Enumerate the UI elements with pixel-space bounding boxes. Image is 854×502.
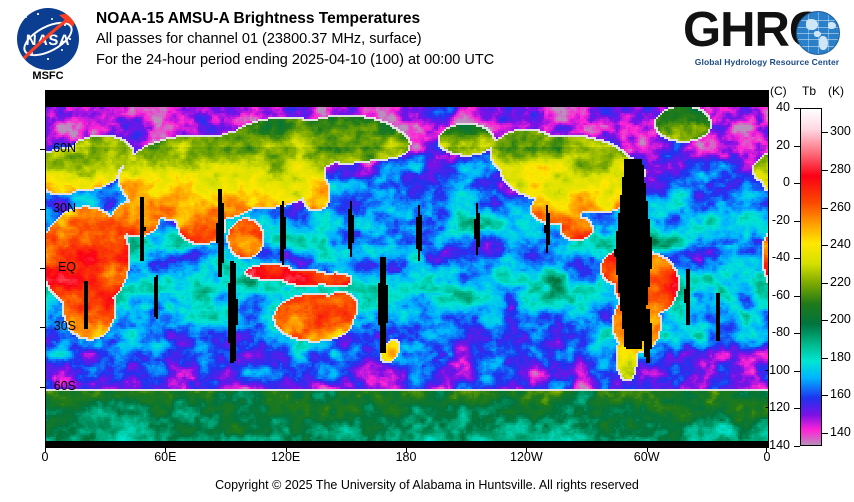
colorbar-celsius-tick — [794, 295, 800, 297]
colorbar-kelvin-tick — [822, 282, 828, 284]
lat-tick — [40, 268, 45, 269]
lon-label-2: 120E — [271, 450, 301, 464]
colorbar-celsius-tick — [794, 220, 800, 222]
colorbar-gradient — [800, 108, 822, 446]
lon-label-4: 120W — [510, 450, 543, 464]
colorbar-kelvin-label: 180 — [830, 349, 851, 364]
colorbar-celsius-label: 0 — [783, 175, 790, 190]
colorbar-kelvin-tick — [822, 357, 828, 359]
colorbar-celsius-tick — [794, 370, 800, 372]
colorbar-kelvin-label: 240 — [830, 237, 851, 252]
colorbar-kelvin-label: 280 — [830, 161, 851, 176]
lon-tick — [45, 447, 46, 452]
colorbar-kelvin-tick — [822, 132, 828, 134]
colorbar-quantity-label: Tb — [802, 84, 817, 98]
lon-tick — [766, 447, 767, 452]
lon-label-6: 0 — [763, 450, 771, 464]
colorbar-kelvin-label: 200 — [830, 312, 851, 327]
nasa-meatball-icon: NASA — [17, 8, 79, 70]
ghrc-logo: GHRC Global Hydrology Resource Center — [683, 3, 849, 79]
lon-tick — [526, 447, 528, 452]
lon-label-1: 60E — [154, 450, 177, 464]
colorbar-kelvin-tick — [822, 432, 828, 434]
channel-subtitle: All passes for channel 01 (23800.37 MHz,… — [96, 31, 422, 47]
lon-label-5: 60W — [633, 450, 660, 464]
colorbar-kelvin-title: (K) — [828, 84, 844, 98]
colorbar-celsius-tick — [794, 446, 800, 447]
colorbar-celsius-title: (C) — [770, 84, 787, 98]
globe-icon — [796, 11, 840, 55]
colorbar-kelvin-label: 260 — [830, 199, 851, 214]
lat-tick — [40, 327, 45, 329]
heatmap-canvas[interactable] — [46, 91, 768, 447]
colorbar-celsius-tick — [794, 408, 800, 410]
lon-tick — [646, 447, 648, 452]
lat-label-30n: 30N — [53, 200, 76, 215]
copyright-notice: Copyright © 2025 The University of Alaba… — [215, 478, 639, 492]
colorbar-celsius-label: 40 — [776, 100, 790, 114]
colorbar-kelvin-tick — [822, 207, 828, 209]
colorbar-kelvin-tick — [822, 395, 828, 397]
lon-label-0: 0 — [41, 450, 49, 464]
colorbar-celsius-tick — [794, 108, 800, 109]
lat-tick — [40, 149, 45, 151]
page-title: NOAA-15 AMSU-A Brightness Temperatures — [96, 10, 421, 27]
colorbar-kelvin-tick — [822, 320, 828, 322]
colorbar-kelvin-tick — [822, 245, 828, 247]
period-subtitle: For the 24-hour period ending 2025-04-10… — [96, 52, 495, 68]
lat-tick — [40, 208, 45, 210]
colorbar-kelvin-label: 300 — [830, 124, 851, 139]
lat-label-eq: EQ — [57, 260, 76, 274]
colorbar-celsius-label: -120 — [764, 400, 790, 415]
colorbar-celsius-label: -140 — [764, 438, 790, 452]
map-plot-frame[interactable] — [45, 90, 769, 448]
colorbar-celsius-tick — [794, 258, 800, 260]
colorbar-kelvin-label: 220 — [830, 274, 851, 289]
lon-tick — [165, 447, 167, 452]
colorbar-celsius-tick — [794, 145, 800, 147]
lat-tick — [40, 386, 45, 388]
nasa-center-label: MSFC — [32, 70, 64, 82]
lon-label-3: 180 — [395, 450, 417, 464]
colorbar-celsius-label: -40 — [771, 250, 790, 265]
colorbar-celsius-label: 20 — [776, 137, 790, 152]
colorbar-celsius-label: -80 — [771, 325, 790, 340]
colorbar-celsius-tick — [794, 183, 800, 185]
colorbar-celsius-label: -20 — [771, 212, 790, 227]
colorbar-celsius-label: -60 — [771, 287, 790, 302]
colorbar-kelvin-label: 160 — [830, 387, 851, 402]
lat-label-60n: 60N — [53, 141, 76, 156]
colorbar-kelvin-tick — [822, 169, 828, 171]
lon-tick — [285, 447, 287, 452]
nasa-logo: NASA MSFC — [8, 6, 86, 84]
ghrc-tagline: Global Hydrology Resource Center — [694, 57, 840, 67]
colorbar: (C) Tb (K) 40 20 0 -20 -40 -60 -80 -100 -120 -140… — [765, 84, 851, 452]
title-block: NOAA-15 AMSU-A Brightness Temperatures A… — [96, 8, 494, 71]
nasa-swoosh-icon — [17, 9, 79, 67]
lat-label-60s: 60S — [53, 378, 76, 393]
lat-label-30s: 30S — [53, 319, 76, 334]
colorbar-kelvin-label: 140 — [830, 424, 851, 439]
page-header: NASA MSFC NOAA-15 AMSU-A Brightness Temp… — [0, 0, 854, 88]
colorbar-celsius-tick — [794, 333, 800, 335]
colorbar-celsius-label: -100 — [764, 362, 790, 377]
brightness-temperature-heatmap[interactable] — [46, 91, 768, 447]
lon-tick — [406, 447, 407, 452]
